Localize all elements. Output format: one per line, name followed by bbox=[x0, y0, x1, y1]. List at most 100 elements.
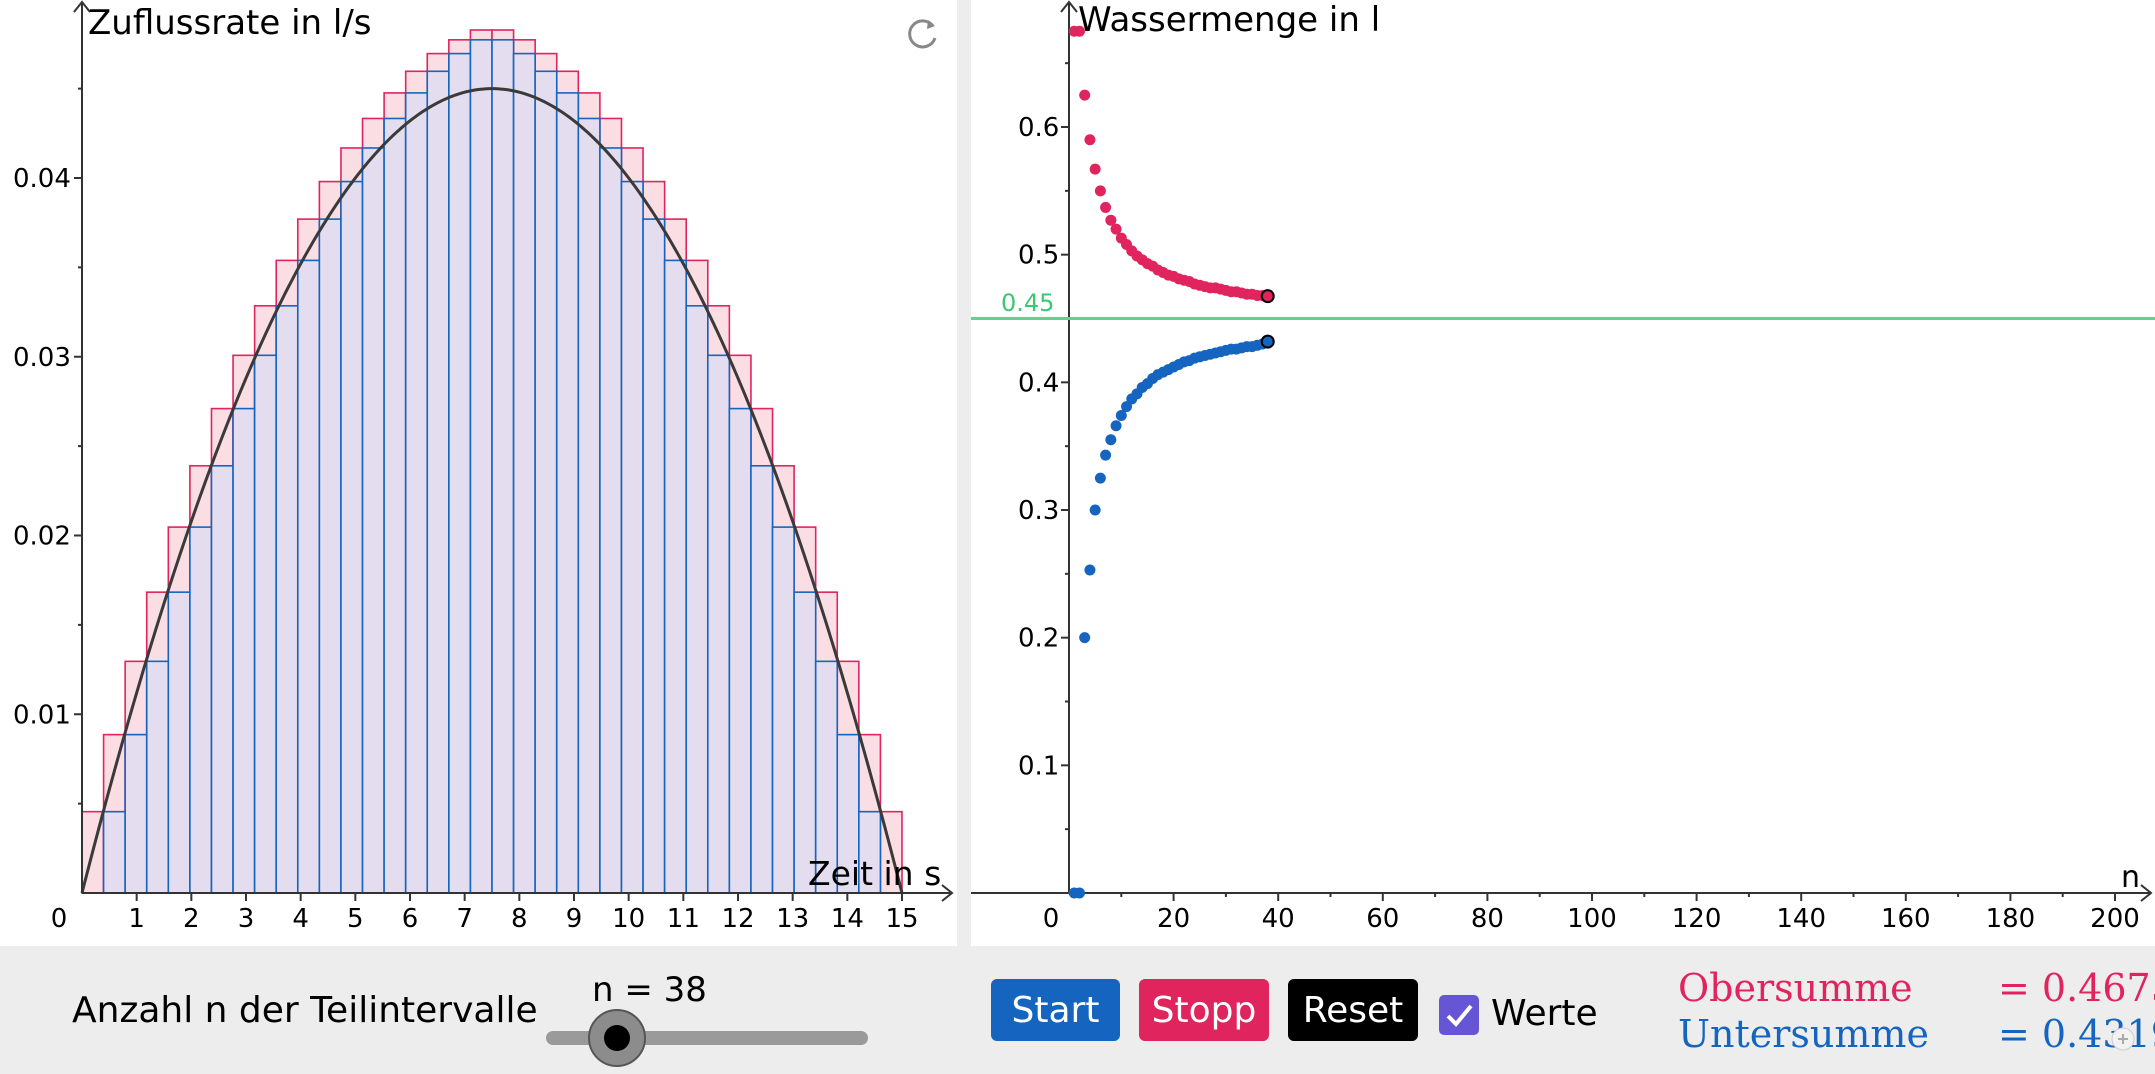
slider-value: n = 38 bbox=[592, 970, 707, 1010]
obersumme-point bbox=[1260, 289, 1275, 304]
x-tick-label: 14 bbox=[831, 904, 864, 934]
lower-sum-bar bbox=[491, 39, 515, 894]
obersumme-point bbox=[1100, 201, 1112, 213]
x-tick-label: 120 bbox=[1672, 904, 1722, 934]
obersumme-point bbox=[1073, 25, 1085, 37]
x-tick-label: 80 bbox=[1471, 904, 1504, 934]
y-tick-label: 0.3 bbox=[1018, 496, 1059, 526]
y-axis-arrow bbox=[73, 0, 91, 13]
x-tick-label: 13 bbox=[776, 904, 809, 934]
sum-convergence-chart: 0 20 40 60 80 100 120 140 160 180 200 0.1 0.2 0.3 0.4 0… bbox=[971, 0, 2155, 934]
x-tick-label: 7 bbox=[456, 904, 473, 934]
view-divider[interactable] bbox=[957, 0, 971, 1074]
x-tick-label: 180 bbox=[1986, 904, 2036, 934]
y-tick-label: 0.03 bbox=[13, 343, 71, 373]
refresh-icon[interactable] bbox=[902, 14, 942, 54]
obersumme-point bbox=[1105, 214, 1117, 226]
y-tick-label: 0.04 bbox=[13, 164, 71, 194]
corner-icon[interactable] bbox=[2108, 1024, 2138, 1054]
x-tick-label: 60 bbox=[1366, 904, 1399, 934]
untersumme-point bbox=[1121, 401, 1133, 413]
x-tick-label: 40 bbox=[1262, 904, 1295, 934]
x-axis-label: n bbox=[2121, 860, 2140, 895]
obersumme-point bbox=[1089, 163, 1101, 175]
x-tick-label: 160 bbox=[1881, 904, 1931, 934]
x-tick-label: 2 bbox=[183, 904, 200, 934]
obersumme-point bbox=[1084, 134, 1096, 146]
untersumme-point bbox=[1260, 334, 1275, 349]
lower-sum-bar bbox=[232, 407, 256, 894]
x-tick-label: 1 bbox=[128, 904, 145, 934]
y-tick-label: 0.1 bbox=[1018, 751, 1059, 781]
werte-checkbox[interactable] bbox=[1439, 995, 1479, 1035]
lower-sum-bar bbox=[404, 92, 429, 894]
x-tick-label: 200 bbox=[2090, 904, 2140, 934]
lower-sum-bar bbox=[469, 39, 493, 894]
x-tick-label: 8 bbox=[511, 904, 528, 934]
x-axis-label: Zeit in s bbox=[808, 854, 941, 893]
x-axis-arrow bbox=[2140, 884, 2153, 902]
obersumme-point bbox=[1079, 89, 1091, 101]
y-axis-arrow bbox=[1060, 0, 1078, 13]
y-tick-label: 0.2 bbox=[1018, 624, 1059, 654]
lower-sum-bar bbox=[771, 526, 795, 894]
untersumme-point bbox=[1089, 504, 1101, 516]
x-tick-label: 4 bbox=[292, 904, 309, 934]
lower-sum-bar bbox=[275, 305, 299, 894]
lower-sum-bar bbox=[642, 218, 666, 894]
x-tick-label: 140 bbox=[1776, 904, 1826, 934]
x-tick-label: 3 bbox=[238, 904, 255, 934]
x-tick-label: 12 bbox=[721, 904, 754, 934]
untersumme-point bbox=[1079, 632, 1091, 644]
riemann-sum-chart: 0 1 2 3 4 5 6 7 8 9 10 11 12 13 14 150.010.020.030.04 Z… bbox=[13, 0, 954, 934]
x-tick-label: 6 bbox=[402, 904, 419, 934]
y-axis-label: Zuflussrate in l/s bbox=[88, 3, 372, 43]
n-slider-knob[interactable] bbox=[604, 1025, 631, 1051]
untersumme-readout: Untersumme = 0.4319 bbox=[1678, 1012, 2155, 1056]
lower-sum-bar bbox=[728, 407, 752, 894]
lower-sum-bar bbox=[555, 92, 580, 894]
obersumme-point bbox=[1110, 223, 1122, 235]
lower-sum-bar bbox=[210, 464, 234, 894]
y-tick-label: 0.4 bbox=[1018, 368, 1059, 398]
lower-sum-bar bbox=[318, 218, 342, 894]
lower-sum-bar bbox=[167, 591, 191, 894]
y-tick-label: 0.6 bbox=[1018, 113, 1059, 143]
stopp-button[interactable]: Stopp bbox=[1139, 979, 1269, 1041]
untersumme-point bbox=[1094, 472, 1106, 484]
lower-sum-bar bbox=[512, 52, 536, 894]
lower-sum-bar bbox=[685, 305, 709, 894]
x-tick-label: 0 bbox=[1043, 904, 1060, 934]
x-tick-label: 0 bbox=[51, 904, 68, 934]
reset-button[interactable]: Reset bbox=[1288, 979, 1418, 1041]
checkmark-icon bbox=[1446, 1004, 1473, 1027]
lower-sum-bar bbox=[577, 117, 601, 894]
lower-sum-bar bbox=[620, 180, 644, 894]
untersumme-point bbox=[1084, 564, 1096, 576]
lower-sum-bar bbox=[750, 464, 774, 894]
lower-sum-bar bbox=[426, 70, 450, 894]
y-tick-label: 0.5 bbox=[1018, 241, 1059, 271]
obersumme-readout: Obersumme = 0.4675 bbox=[1678, 966, 2155, 1010]
lower-sum-bar bbox=[102, 810, 126, 894]
lower-sum-bar bbox=[383, 117, 407, 894]
x-tick-label: 5 bbox=[347, 904, 364, 934]
slider-panel bbox=[0, 946, 957, 1074]
obersumme-label: Obersumme bbox=[1678, 966, 1913, 1010]
x-tick-label: 100 bbox=[1567, 904, 1617, 934]
obersumme-value: = 0.4675 bbox=[1998, 966, 2155, 1010]
lower-sum-bar bbox=[448, 52, 472, 894]
lower-sum-bar bbox=[296, 259, 321, 894]
start-button[interactable]: Start bbox=[991, 979, 1120, 1041]
untersumme-point bbox=[1110, 420, 1122, 432]
lower-sum-bar bbox=[534, 70, 558, 894]
lower-sum-bar bbox=[361, 147, 385, 894]
x-tick-label: 9 bbox=[566, 904, 583, 934]
lower-sum-bar bbox=[599, 147, 623, 894]
untersumme-point bbox=[1100, 449, 1112, 461]
slider-caption: Anzahl n der Teilintervalle bbox=[72, 990, 538, 1031]
lower-sum-bar bbox=[793, 591, 817, 894]
lower-sum-bar bbox=[189, 526, 213, 894]
x-tick-label: 15 bbox=[885, 904, 918, 934]
x-axis-arrow bbox=[941, 884, 954, 902]
